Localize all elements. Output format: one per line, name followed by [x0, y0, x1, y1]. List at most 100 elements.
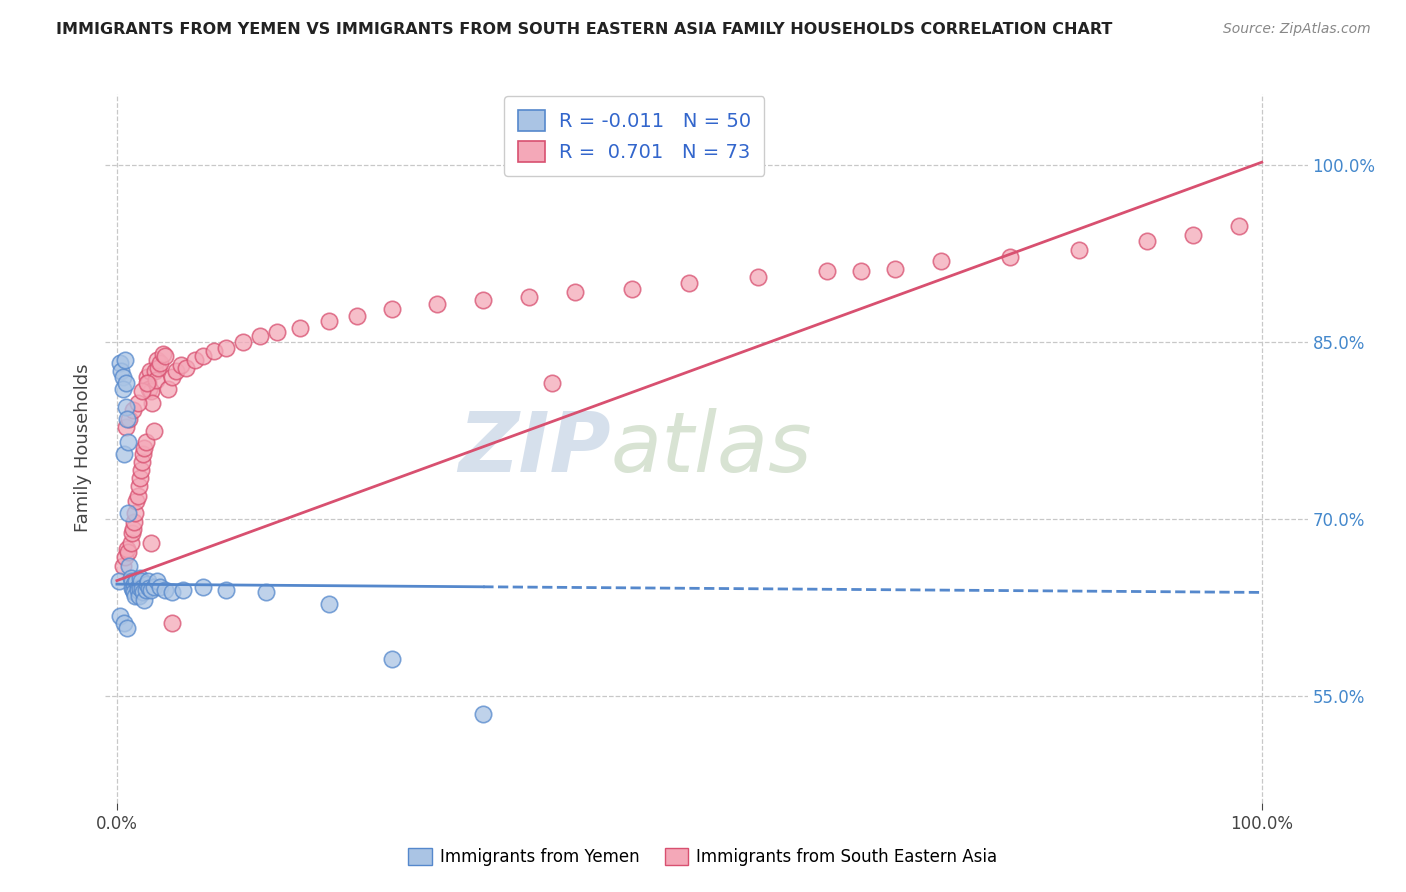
Point — [121, 574, 143, 588]
Point — [884, 261, 907, 276]
Point — [621, 282, 644, 296]
Text: IMMIGRANTS FROM YEMEN VS IMMIGRANTS FROM SOUTH EASTERN ASIA FAMILY HOUSEHOLDS CO: IMMIGRANTS FROM YEMEN VS IMMIGRANTS FROM… — [56, 22, 1112, 37]
Point — [124, 589, 146, 603]
Point — [115, 376, 138, 391]
Point — [115, 411, 138, 425]
Point — [115, 621, 138, 635]
Point — [122, 522, 145, 536]
Point — [115, 420, 138, 434]
Point — [115, 400, 138, 414]
Point — [139, 364, 162, 378]
Point — [112, 616, 135, 631]
Point — [110, 609, 132, 624]
Y-axis label: Family Households: Family Households — [73, 364, 91, 533]
Point — [111, 370, 134, 384]
Point — [128, 589, 150, 603]
Point — [132, 447, 155, 461]
Point — [110, 364, 132, 378]
Point — [132, 585, 155, 599]
Legend: Immigrants from Yemen, Immigrants from South Eastern Asia: Immigrants from Yemen, Immigrants from S… — [402, 841, 1004, 873]
Point — [129, 462, 152, 476]
Point — [136, 376, 159, 391]
Text: atlas: atlas — [610, 408, 813, 489]
Point — [381, 651, 404, 665]
Legend: R = -0.011   N = 50, R =  0.701   N = 73: R = -0.011 N = 50, R = 0.701 N = 73 — [505, 96, 765, 176]
Point — [318, 597, 340, 611]
Point — [1227, 219, 1250, 233]
Point — [138, 581, 160, 595]
Point — [141, 384, 163, 399]
Point — [131, 455, 153, 469]
Point — [174, 360, 197, 375]
Point — [254, 585, 277, 599]
Point — [849, 264, 872, 278]
Point — [214, 341, 236, 355]
Point — [108, 574, 131, 588]
Point — [160, 585, 183, 599]
Point — [191, 349, 214, 363]
Point — [111, 559, 134, 574]
Point — [170, 359, 193, 373]
Point — [426, 297, 449, 311]
Point — [172, 583, 194, 598]
Point — [1067, 243, 1090, 257]
Point — [110, 356, 132, 370]
Point — [135, 435, 157, 450]
Point — [118, 559, 141, 574]
Point — [141, 535, 163, 549]
Point — [160, 616, 183, 631]
Point — [112, 447, 135, 461]
Text: Source: ZipAtlas.com: Source: ZipAtlas.com — [1223, 22, 1371, 37]
Point — [153, 349, 176, 363]
Point — [678, 276, 700, 290]
Point — [232, 334, 254, 349]
Point — [165, 364, 187, 378]
Point — [134, 442, 156, 456]
Point — [214, 583, 236, 598]
Point — [114, 549, 136, 564]
Point — [128, 571, 150, 585]
Point — [517, 290, 540, 304]
Point — [929, 254, 952, 268]
Point — [541, 376, 564, 391]
Point — [202, 344, 225, 359]
Point — [135, 577, 157, 591]
Point — [160, 370, 183, 384]
Point — [141, 396, 163, 410]
Point — [115, 541, 138, 556]
Point — [815, 264, 838, 278]
Point — [747, 269, 769, 284]
Point — [564, 285, 586, 300]
Point — [121, 526, 143, 541]
Point — [153, 583, 176, 598]
Point — [127, 580, 149, 594]
Point — [381, 301, 404, 316]
Point — [135, 583, 157, 598]
Point — [127, 396, 149, 410]
Point — [125, 574, 148, 588]
Point — [117, 435, 139, 450]
Point — [1182, 228, 1205, 243]
Point — [135, 370, 157, 384]
Point — [131, 581, 153, 595]
Point — [472, 293, 495, 308]
Point — [125, 494, 148, 508]
Point — [136, 574, 159, 588]
Point — [120, 535, 142, 549]
Point — [122, 585, 145, 599]
Point — [120, 571, 142, 585]
Point — [184, 352, 207, 367]
Point — [266, 326, 288, 340]
Point — [129, 574, 152, 588]
Point — [128, 581, 150, 595]
Point — [114, 352, 136, 367]
Point — [249, 329, 271, 343]
Point — [122, 515, 145, 529]
Point — [135, 376, 157, 391]
Point — [142, 424, 165, 438]
Point — [1136, 235, 1159, 249]
Point — [146, 574, 169, 588]
Point — [127, 489, 149, 503]
Point — [146, 360, 169, 375]
Point — [152, 347, 174, 361]
